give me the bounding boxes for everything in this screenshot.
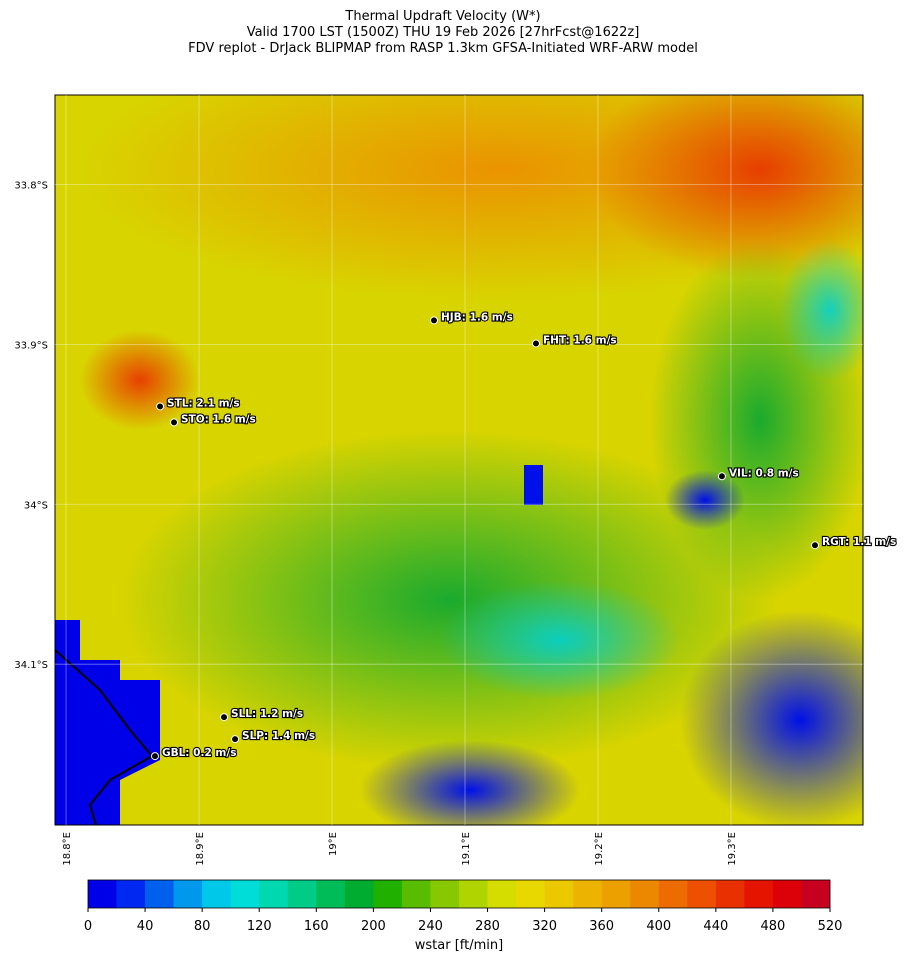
x-tick-label: 19.1°E — [461, 832, 472, 866]
colorbar-bin — [516, 880, 545, 908]
colorbar-tick-label: 480 — [761, 919, 786, 934]
colorbar-bin — [88, 880, 117, 908]
colorbar-tick-label: 40 — [137, 919, 154, 934]
x-tick-label: 18.9°E — [195, 832, 206, 866]
colorbar-bin — [658, 880, 688, 908]
title-line: FDV replot - DrJack BLIPMAP from RASP 1.… — [188, 41, 698, 56]
station-label: STL: 2.1 m/s — [167, 397, 240, 409]
colorbar-bin — [145, 880, 174, 908]
x-tick-label: 19.2°E — [594, 832, 605, 866]
y-tick-label: 34°S — [24, 500, 48, 511]
y-tick-label: 33.9°S — [14, 340, 48, 351]
x-tick-label: 18.8°E — [62, 832, 73, 866]
colorbar-bin — [430, 880, 460, 908]
station-marker — [429, 316, 438, 325]
station-marker — [717, 472, 726, 481]
colorbar-tick-label: 520 — [818, 919, 843, 934]
station-label: GBL: 0.2 m/s — [162, 747, 236, 759]
colorbar-tick-label: 400 — [646, 919, 671, 934]
map-frame — [54, 94, 864, 826]
colorbar-bin — [316, 880, 346, 908]
y-tick-label: 34.1°S — [14, 660, 48, 671]
colorbar-bin — [287, 880, 317, 908]
map-field — [55, 95, 863, 825]
colorbar-bin — [772, 880, 802, 908]
colorbar-label: wstar [ft/min] — [415, 938, 503, 953]
colorbar-bin — [544, 880, 574, 908]
colorbar-tick-label: 240 — [418, 919, 443, 934]
colorbar-bin — [630, 880, 660, 908]
station-marker — [170, 418, 179, 427]
colorbar-bin — [259, 880, 289, 908]
colorbar-bin — [487, 880, 517, 908]
colorbar-bin — [801, 880, 831, 908]
colorbar-bin — [344, 880, 374, 908]
station-label: HJB: 1.6 m/s — [441, 311, 513, 323]
colorbar-tick-label: 320 — [532, 919, 557, 934]
station-label: STO: 1.6 m/s — [181, 413, 256, 425]
colorbar-bin — [459, 880, 488, 908]
station-marker — [151, 752, 160, 761]
station-marker — [531, 339, 540, 348]
colorbar-bin — [687, 880, 717, 908]
station-label: VIL: 0.8 m/s — [729, 467, 799, 479]
colorbar-tick-label: 360 — [589, 919, 614, 934]
colorbar-bin — [601, 880, 631, 908]
x-tick-label: 19.3°E — [727, 832, 738, 866]
colorbar-tick-label: 0 — [84, 919, 92, 934]
station-label: SLP: 1.4 m/s — [242, 730, 315, 742]
station-marker — [810, 541, 819, 550]
colorbar-tick-label: 160 — [304, 919, 329, 934]
colorbar-bin — [230, 880, 260, 908]
colorbar-tick-label: 80 — [194, 919, 211, 934]
x-tick-label: 19°E — [328, 832, 339, 856]
station-label: RGT: 1.1 m/s — [822, 536, 896, 548]
colorbar-tick-label: 280 — [475, 919, 500, 934]
colorbar-bin — [573, 880, 602, 908]
colorbar-bin — [116, 880, 146, 908]
colorbar-bin — [401, 880, 431, 908]
colorbar-bin — [173, 880, 203, 908]
colorbar-tick-label: 200 — [361, 919, 386, 934]
colorbar-tick-label: 440 — [703, 919, 728, 934]
title-line: Thermal Updraft Velocity (W*) — [344, 9, 540, 24]
title-line: Valid 1700 LST (1500Z) THU 19 Feb 2026 [… — [247, 25, 640, 40]
station-label: FHT: 1.6 m/s — [543, 334, 617, 346]
y-tick-label: 33.8°S — [14, 181, 48, 192]
colorbar-frame — [87, 879, 831, 909]
colorbar-bin — [744, 880, 774, 908]
colorbar-bin — [202, 880, 231, 908]
colorbar-tick-label: 120 — [247, 919, 272, 934]
colorbar-bin — [373, 880, 403, 908]
station-label: SLL: 1.2 m/s — [231, 708, 303, 720]
station-marker — [220, 713, 229, 722]
station-marker — [156, 402, 165, 411]
colorbar-bin — [715, 880, 745, 908]
station-marker — [231, 735, 240, 744]
